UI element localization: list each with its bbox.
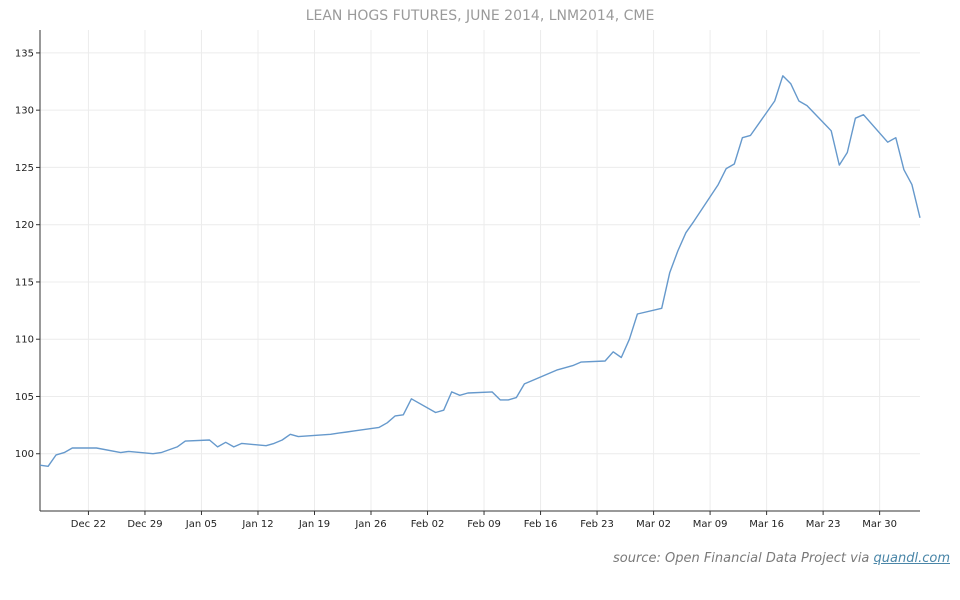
y-tick-label: 125 <box>15 163 34 174</box>
source-note: source: Open Financial Data Project via … <box>613 551 950 566</box>
x-tick-label: Feb 23 <box>580 519 614 530</box>
x-tick-label: Mar 09 <box>693 519 728 530</box>
y-tick-label: 100 <box>15 449 34 460</box>
x-tick-label: Jan 26 <box>354 519 386 530</box>
x-tick-label: Dec 29 <box>127 519 162 530</box>
x-tick-label: Feb 09 <box>467 519 501 530</box>
x-tick-label: Mar 30 <box>862 519 897 530</box>
y-tick-label: 105 <box>15 392 34 403</box>
tick-labels: 100 105 110 115 120 125 130 135 Dec 22 Dec 29 Jan … <box>15 48 897 530</box>
y-tick-label: 110 <box>15 335 34 346</box>
chart-title: LEAN HOGS FUTURES, JUNE 2014, LNM2014, C… <box>306 8 655 24</box>
x-tick-label: Mar 16 <box>749 519 784 530</box>
x-tick-label: Jan 12 <box>241 519 273 530</box>
x-tick-label: Feb 16 <box>524 519 558 530</box>
source-link[interactable]: quandl.com <box>873 551 950 566</box>
x-tick-label: Feb 02 <box>411 519 445 530</box>
y-tick-label: 115 <box>15 277 34 288</box>
gridlines <box>40 30 920 511</box>
series-layer <box>39 75 921 467</box>
x-tick-label: Mar 02 <box>636 519 671 530</box>
x-tick-label: Jan 19 <box>298 519 330 530</box>
x-tick-label: Mar 23 <box>806 519 841 530</box>
x-tick-label: Dec 22 <box>71 519 106 530</box>
axes <box>36 30 920 515</box>
y-tick-label: 135 <box>15 48 34 59</box>
source-text: source: Open Financial Data Project via <box>613 551 874 566</box>
series-line <box>39 75 921 467</box>
y-tick-label: 130 <box>15 106 34 117</box>
x-tick-label: Jan 05 <box>185 519 217 530</box>
y-tick-label: 120 <box>15 220 34 231</box>
